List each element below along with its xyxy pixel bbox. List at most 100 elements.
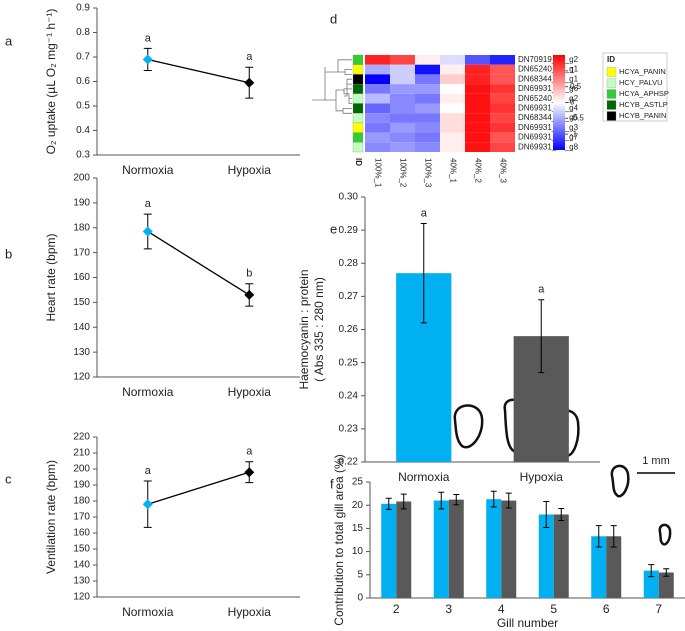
data-point [142,54,153,65]
y-tick-label: 140 [73,560,90,571]
y-tick-label: 160 [73,272,90,283]
heatmap-cell [465,64,490,75]
heatmap-cell [390,142,415,152]
panel-label: e [330,221,337,236]
y-tick-label: 0.24 [339,390,359,401]
y-tick-label: 0.25 [339,357,359,368]
x-tick-label: Hypoxia [228,163,272,177]
heatmap-cell [415,93,440,104]
heatmap-cell [490,93,515,104]
heatmap-cell [415,113,440,123]
heatmap-cell [415,55,440,65]
data-point [142,499,153,510]
legend-label: HCYB_ASTLP [619,100,668,109]
legend-label: HCYA_PANIN [619,67,666,76]
heatmap-cell [440,74,465,85]
heatmap-cell [365,142,390,152]
heatmap-cell [390,132,415,143]
data-point [142,226,153,237]
significance-letter: a [246,446,253,458]
y-tick-label: 130 [73,347,90,358]
heatmap-cell [465,142,490,152]
error-bar [420,223,427,324]
row-label: DN69931_c0_g3 [518,123,579,132]
row-label: DN70919_c0_g2 [518,55,579,64]
y-tick-label: 5 [357,569,363,580]
row-label: DN69931_c0_g7 [518,133,579,142]
heatmap-cell [465,103,490,114]
heatmap-cell [465,55,490,65]
heatmap-cell [365,93,390,104]
bar [606,536,622,598]
colorbar-tick-label: 1 [570,66,575,75]
significance-letter: b [246,268,252,280]
y-tick-label: 170 [73,247,90,258]
column-label: 100%_2 [398,158,407,188]
error-bar [610,525,617,548]
panel-label: b [5,246,12,261]
panel-label: c [5,471,12,486]
panel-label: a [5,33,13,48]
y-tick-label: 220 [73,432,90,443]
significance-letter: a [145,32,152,44]
y-tick-label: 120 [73,592,90,603]
row-id-cell [352,122,364,133]
y-tick-label: 150 [73,297,90,308]
row-id-cell [352,113,364,124]
heatmap-cell [465,74,490,85]
legend-swatch [606,111,617,121]
bar [643,570,659,598]
heatmap-cell [365,84,390,94]
y-tick-label: 0 [357,593,363,604]
heatmap-cell [365,132,390,143]
column-label: 40%_2 [473,158,482,183]
y-tick-label: 140 [73,322,90,333]
row-id-cell [352,142,364,153]
y-tick-label: 190 [73,198,90,209]
y-tick-label: 0.26 [339,324,359,335]
y-tick-label: 180 [73,496,90,507]
heatmap-cell [465,113,490,123]
panel-label: d [330,11,337,26]
significance-letter: a [145,465,152,477]
x-tick-label: 7 [655,602,662,616]
error-bar [490,490,497,508]
panel-label: f [330,476,334,491]
heatmap-cell [415,142,440,152]
legend-swatch [606,89,617,99]
heatmap-cell [490,142,515,152]
heatmap-cell [365,113,390,123]
data-line [147,58,250,84]
heatmap-cell [390,113,415,123]
colorbar-tick-label: -1 [570,129,578,138]
bar [448,499,464,598]
y-tick-label: 180 [73,222,90,233]
significance-letter: a [538,284,545,296]
row-id-cell [352,93,364,104]
y-tick-label: 25 [352,477,364,488]
heatmap-cell [390,55,415,65]
heatmap-cell [390,103,415,114]
heatmap-cell [440,93,465,104]
bar [381,503,397,598]
heatmap-cell [415,122,440,133]
heatmap-cell [440,113,465,123]
legend-label: HCYA_APHSP [619,89,669,98]
column-label: 40%_1 [448,158,457,183]
error-bar [400,493,407,510]
legend-swatch [606,78,617,88]
y-tick-label: 160 [73,528,90,539]
colorbar-tick-label: 0 [570,98,575,107]
row-label: DN68344_c0_g1 [518,74,579,83]
y-tick-label: 0.4 [76,125,90,136]
heatmap-cell [465,84,490,94]
heatmap-cell [390,74,415,85]
error-bar [538,299,545,374]
error-bar [438,491,445,510]
error-bar [385,497,392,510]
heatmap-cell [440,142,465,152]
y-tick-label: 0.3 [76,150,90,161]
heatmap-cell [365,74,390,85]
heatmap-cell [365,122,390,133]
